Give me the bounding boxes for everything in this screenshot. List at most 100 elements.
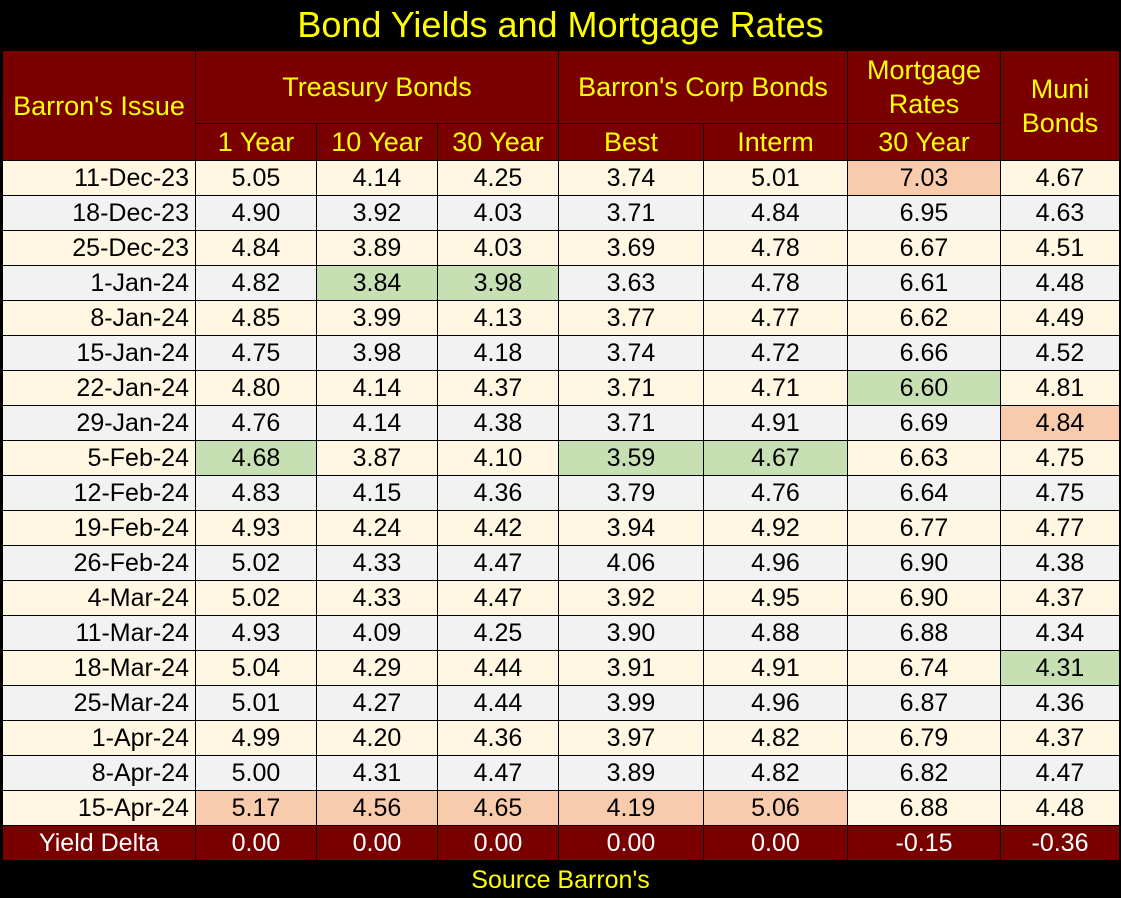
value-cell: 4.38 [437, 405, 559, 441]
value-cell: 3.69 [558, 230, 704, 266]
table-row: 18-Mar-24 5.04 4.29 4.44 3.91 4.91 6.74 4.31 [2, 650, 1120, 686]
value-cell: 3.74 [558, 335, 704, 371]
value-cell: 4.33 [316, 545, 438, 581]
value-cell: 4.63 [1000, 195, 1120, 231]
value-cell: 3.92 [316, 195, 438, 231]
value-cell: 4.20 [316, 720, 438, 756]
header-corp-bonds: Barron's Corp Bonds [558, 50, 848, 124]
issue-date-cell: 1-Apr-24 [2, 720, 196, 756]
value-cell: 4.24 [316, 510, 438, 546]
value-cell: 4.91 [703, 650, 848, 686]
value-cell: 4.33 [316, 580, 438, 616]
yield-delta-value: -0.15 [847, 825, 1001, 861]
value-cell: 4.51 [1000, 230, 1120, 266]
header-1-year: 1 Year [195, 123, 317, 161]
value-cell: 3.71 [558, 195, 704, 231]
table-row: 11-Dec-23 5.05 4.14 4.25 3.74 5.01 7.03 4.67 [2, 160, 1120, 196]
issue-date-cell: 11-Dec-23 [2, 160, 196, 196]
header-interm: Interm [703, 123, 848, 161]
yield-delta-value: 0.00 [195, 825, 317, 861]
issue-date-cell: 4-Mar-24 [2, 580, 196, 616]
value-cell: 3.92 [558, 580, 704, 616]
header-30-year: 30 Year [437, 123, 559, 161]
value-cell: 3.59 [558, 440, 704, 476]
value-cell: 3.71 [558, 405, 704, 441]
value-cell: 4.75 [195, 335, 317, 371]
value-cell: 6.64 [847, 475, 1001, 511]
table-row: 8-Jan-24 4.85 3.99 4.13 3.77 4.77 6.62 4.49 [2, 300, 1120, 336]
value-cell: 3.94 [558, 510, 704, 546]
value-cell: 4.88 [703, 615, 848, 651]
table-row: 12-Feb-24 4.83 4.15 4.36 3.79 4.76 6.64 4.75 [2, 475, 1120, 511]
value-cell: 5.02 [195, 580, 317, 616]
issue-date-cell: 11-Mar-24 [2, 615, 196, 651]
value-cell: 3.79 [558, 475, 704, 511]
table-row: 1-Apr-24 4.99 4.20 4.36 3.97 4.82 6.79 4.37 [2, 720, 1120, 756]
table-row: 5-Feb-24 4.68 3.87 4.10 3.59 4.67 6.63 4.75 [2, 440, 1120, 476]
yield-delta-value: 0.00 [437, 825, 559, 861]
value-cell: 6.95 [847, 195, 1001, 231]
value-cell: 3.97 [558, 720, 704, 756]
header-issue: Barron's Issue [2, 50, 196, 161]
value-cell: 6.60 [847, 370, 1001, 406]
value-cell: 4.47 [1000, 755, 1120, 791]
value-cell: 4.76 [703, 475, 848, 511]
value-cell: 4.99 [195, 720, 317, 756]
value-cell: 4.47 [437, 545, 559, 581]
value-cell: 4.84 [1000, 405, 1120, 441]
issue-date-cell: 25-Mar-24 [2, 685, 196, 721]
value-cell: 4.36 [437, 720, 559, 756]
value-cell: 4.42 [437, 510, 559, 546]
value-cell: 4.81 [1000, 370, 1120, 406]
value-cell: 4.71 [703, 370, 848, 406]
issue-date-cell: 18-Dec-23 [2, 195, 196, 231]
table-row: 11-Mar-24 4.93 4.09 4.25 3.90 4.88 6.88 4.34 [2, 615, 1120, 651]
value-cell: 4.84 [195, 230, 317, 266]
value-cell: 3.99 [558, 685, 704, 721]
value-cell: 6.87 [847, 685, 1001, 721]
header-best: Best [558, 123, 704, 161]
value-cell: 5.17 [195, 790, 317, 826]
value-cell: 4.83 [195, 475, 317, 511]
value-cell: 6.61 [847, 265, 1001, 301]
table-row: 4-Mar-24 5.02 4.33 4.47 3.92 4.95 6.90 4.37 [2, 580, 1120, 616]
value-cell: 4.19 [558, 790, 704, 826]
header-mortgage-30-year: 30 Year [847, 123, 1001, 161]
table-row: 26-Feb-24 5.02 4.33 4.47 4.06 4.96 6.90 4.38 [2, 545, 1120, 581]
value-cell: 6.77 [847, 510, 1001, 546]
value-cell: 5.00 [195, 755, 317, 791]
issue-date-cell: 8-Jan-24 [2, 300, 196, 336]
value-cell: 3.91 [558, 650, 704, 686]
yield-delta-row: Yield Delta 0.00 0.00 0.00 0.00 0.00 -0.15 -0.3… [2, 825, 1120, 861]
value-cell: 4.77 [1000, 510, 1120, 546]
value-cell: 4.14 [316, 370, 438, 406]
value-cell: 4.92 [703, 510, 848, 546]
issue-date-cell: 18-Mar-24 [2, 650, 196, 686]
value-cell: 4.13 [437, 300, 559, 336]
value-cell: 4.44 [437, 650, 559, 686]
value-cell: 3.89 [316, 230, 438, 266]
value-cell: 4.48 [1000, 790, 1120, 826]
value-cell: 4.65 [437, 790, 559, 826]
value-cell: 5.04 [195, 650, 317, 686]
value-cell: 4.85 [195, 300, 317, 336]
value-cell: 3.74 [558, 160, 704, 196]
value-cell: 3.98 [316, 335, 438, 371]
value-cell: 4.80 [195, 370, 317, 406]
value-cell: 6.66 [847, 335, 1001, 371]
yield-delta-label: Yield Delta [2, 825, 196, 861]
value-cell: 6.88 [847, 790, 1001, 826]
value-cell: 5.06 [703, 790, 848, 826]
value-cell: 3.84 [316, 265, 438, 301]
value-cell: 4.14 [316, 405, 438, 441]
value-cell: 4.93 [195, 510, 317, 546]
value-cell: 5.01 [703, 160, 848, 196]
value-cell: 6.74 [847, 650, 1001, 686]
value-cell: 3.98 [437, 265, 559, 301]
value-cell: 6.88 [847, 615, 1001, 651]
issue-date-cell: 12-Feb-24 [2, 475, 196, 511]
table-row: 25-Mar-24 5.01 4.27 4.44 3.99 4.96 6.87 4.36 [2, 685, 1120, 721]
table-row: 25-Dec-23 4.84 3.89 4.03 3.69 4.78 6.67 4.51 [2, 230, 1120, 266]
value-cell: 4.03 [437, 230, 559, 266]
value-cell: 4.90 [195, 195, 317, 231]
